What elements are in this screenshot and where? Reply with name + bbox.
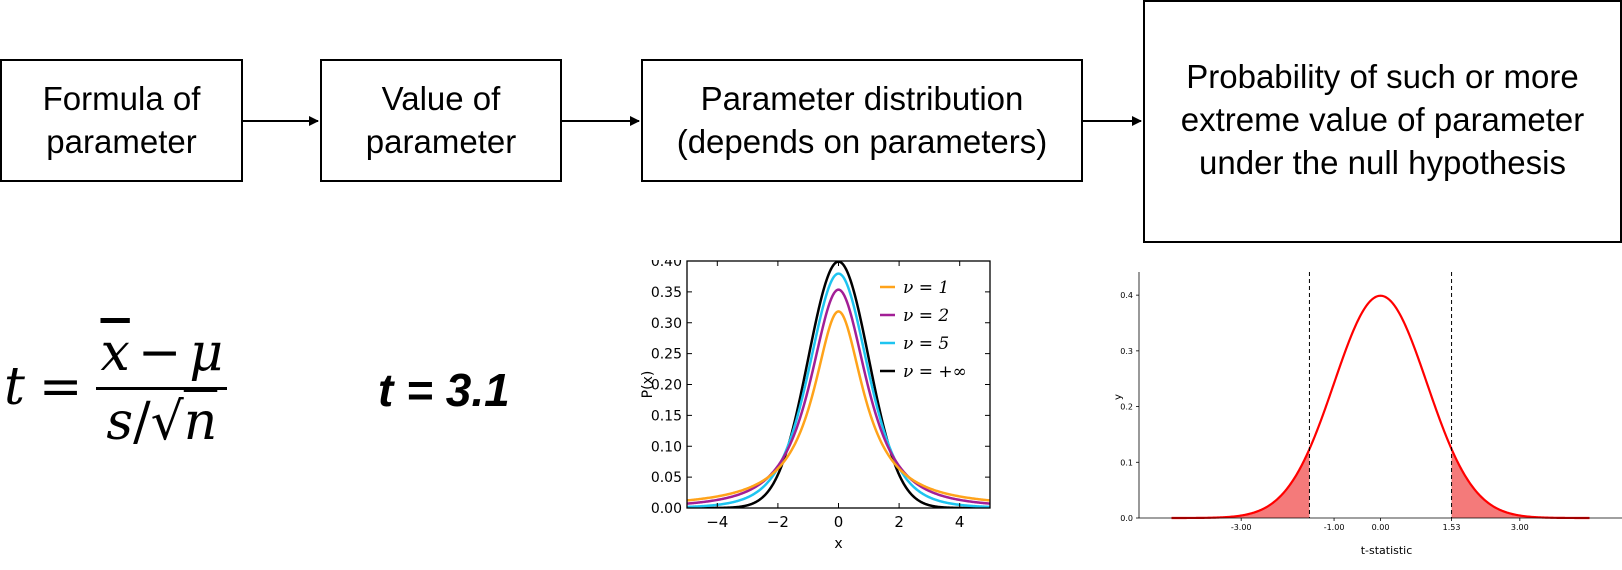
y-tick-label: 0.2: [1120, 403, 1133, 412]
x-tick-label: 0: [834, 513, 844, 531]
x-tick-label: 3.00: [1511, 523, 1529, 532]
x-tick-label: 1.53: [1443, 523, 1461, 532]
legend-label: ν = 1: [903, 278, 949, 298]
y-tick-label: 0.05: [651, 470, 682, 486]
formula-mu: μ: [189, 322, 224, 383]
box-formula: Formula of parameter: [0, 59, 243, 182]
x-tick-label: -1.00: [1324, 523, 1345, 532]
box-value-label: Value of parameter: [365, 79, 517, 160]
formula-lhs: t: [4, 357, 25, 417]
y-tick-label: 0.40: [651, 260, 682, 270]
box-probability-label: Probability of such or more extreme valu…: [1180, 58, 1585, 181]
y-tick-label: 0.15: [651, 408, 682, 424]
left-tail-area: [1171, 449, 1310, 518]
right-tail-area: [1451, 449, 1590, 518]
box-probability: Probability of such or more extreme valu…: [1143, 0, 1622, 243]
formula-s: s: [106, 391, 134, 452]
y-tick-label: 0.30: [651, 316, 682, 332]
x-tick-label: -3.00: [1231, 523, 1252, 532]
x-tick-label: −4: [706, 513, 728, 531]
x-axis-label: t-statistic: [1361, 544, 1413, 557]
t-value: t = 3.1: [378, 364, 510, 416]
y-tick-label: 0.4: [1120, 291, 1133, 300]
y-axis-label: y: [1113, 394, 1124, 400]
legend-label: ν = 2: [903, 306, 949, 326]
y-tick-label: 0.3: [1120, 347, 1133, 356]
y-tick-label: 0.20: [651, 378, 682, 394]
x-tick-label: −2: [767, 513, 789, 531]
box-distribution-label: Parameter distribution (depends on param…: [676, 79, 1048, 160]
density-curve: [1171, 294, 1590, 520]
plot-frame: [686, 260, 991, 509]
y-tick-label: 0.10: [651, 439, 682, 455]
formula-xbar: x: [100, 322, 130, 383]
series-line-4: [687, 261, 990, 508]
x-tick-label: 2: [894, 513, 904, 531]
series-line-2: [687, 288, 990, 505]
x-axis-label: x: [834, 536, 842, 552]
formula-equals: =: [38, 357, 83, 417]
y-tick-label: 0.35: [651, 285, 682, 301]
x-tick-label: 0.00: [1372, 523, 1390, 532]
null-hypothesis-chart: 0.0 0.1 0.2 0.3 0.4 -3.00 -1.00 0.00 1.53 3.00 t-s…: [1113, 272, 1622, 557]
y-tick-label: 0.00: [651, 501, 682, 517]
formula-fraction: x − μ s/√n: [96, 323, 228, 452]
sqrt-icon: √: [150, 391, 184, 452]
y-tick-label: 0.25: [651, 347, 682, 363]
y-tick-label: 0.0: [1120, 514, 1133, 523]
legend-label: ν = 5: [903, 334, 949, 354]
t-formula: t = x − μ s/√n: [4, 322, 254, 452]
formula-fraction-bar: [96, 386, 228, 390]
y-axis-label: P(x): [640, 371, 656, 399]
series-line-1: [687, 310, 990, 502]
x-tick-label: 4: [955, 513, 965, 531]
formula-slash: /: [133, 391, 151, 452]
formula-denominator: s/√n: [106, 390, 217, 452]
series-line-3: [687, 272, 990, 508]
box-distribution: Parameter distribution (depends on param…: [641, 59, 1083, 182]
formula-minus: −: [137, 322, 182, 383]
formula-numerator: x − μ: [96, 323, 227, 387]
box-formula-label: Formula of parameter: [42, 79, 201, 160]
formula-n: n: [183, 391, 218, 452]
legend-label: ν = +∞: [903, 362, 967, 382]
t-distribution-chart: −4 −2 0 2 4 0.00 0.05 0.10 0.15 0.20 0.25 0.30 0.35 0…: [640, 260, 991, 552]
box-value: Value of parameter: [320, 59, 562, 182]
y-tick-label: 0.1: [1120, 458, 1133, 467]
